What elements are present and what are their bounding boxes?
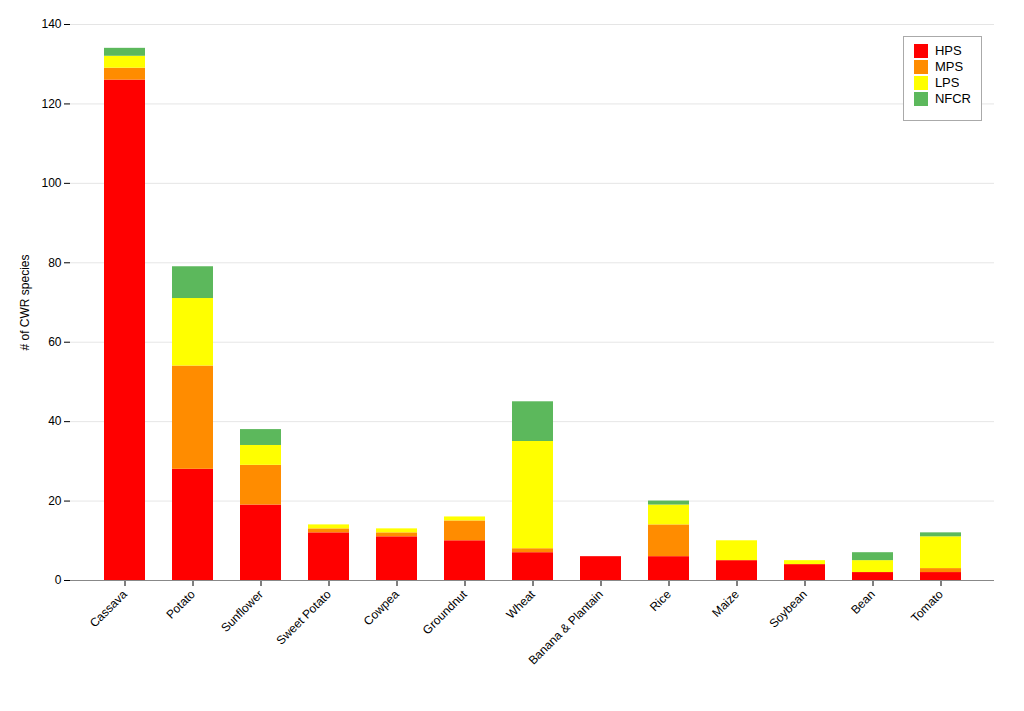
svg-text:Potato: Potato bbox=[163, 587, 198, 622]
svg-text:Maize: Maize bbox=[709, 587, 742, 620]
svg-text:Bean: Bean bbox=[848, 587, 878, 617]
svg-text:20: 20 bbox=[48, 494, 62, 508]
svg-text:80: 80 bbox=[48, 256, 62, 270]
svg-text:Cassava: Cassava bbox=[87, 587, 130, 630]
svg-text:Sunflower: Sunflower bbox=[218, 587, 266, 635]
html-text:MPS: MPS bbox=[934, 59, 964, 74]
svg-text:60: 60 bbox=[48, 335, 62, 349]
svg-text:100: 100 bbox=[41, 176, 61, 190]
svg-text:Tomato: Tomato bbox=[908, 587, 946, 625]
svg-text:140: 140 bbox=[41, 17, 61, 31]
html-text:LPS: LPS bbox=[934, 75, 960, 90]
svg-text:# of CWR species: # of CWR species bbox=[18, 254, 32, 350]
svg-text:Groundnut: Groundnut bbox=[420, 587, 470, 637]
svg-text:40: 40 bbox=[48, 414, 62, 428]
svg-text:Rice: Rice bbox=[647, 587, 674, 614]
svg-text:Sweet Potato: Sweet Potato bbox=[273, 587, 334, 648]
svg-text:Cowpea: Cowpea bbox=[361, 587, 402, 628]
svg-text:Wheat: Wheat bbox=[503, 587, 538, 622]
svg-text:Soybean: Soybean bbox=[766, 587, 809, 630]
svg-text:0: 0 bbox=[55, 573, 62, 587]
svg-text:Banana & Plantain: Banana & Plantain bbox=[526, 587, 606, 667]
html-text:NFCR: NFCR bbox=[934, 91, 971, 106]
html-text:HPS: HPS bbox=[934, 43, 962, 58]
svg-text:120: 120 bbox=[41, 97, 61, 111]
